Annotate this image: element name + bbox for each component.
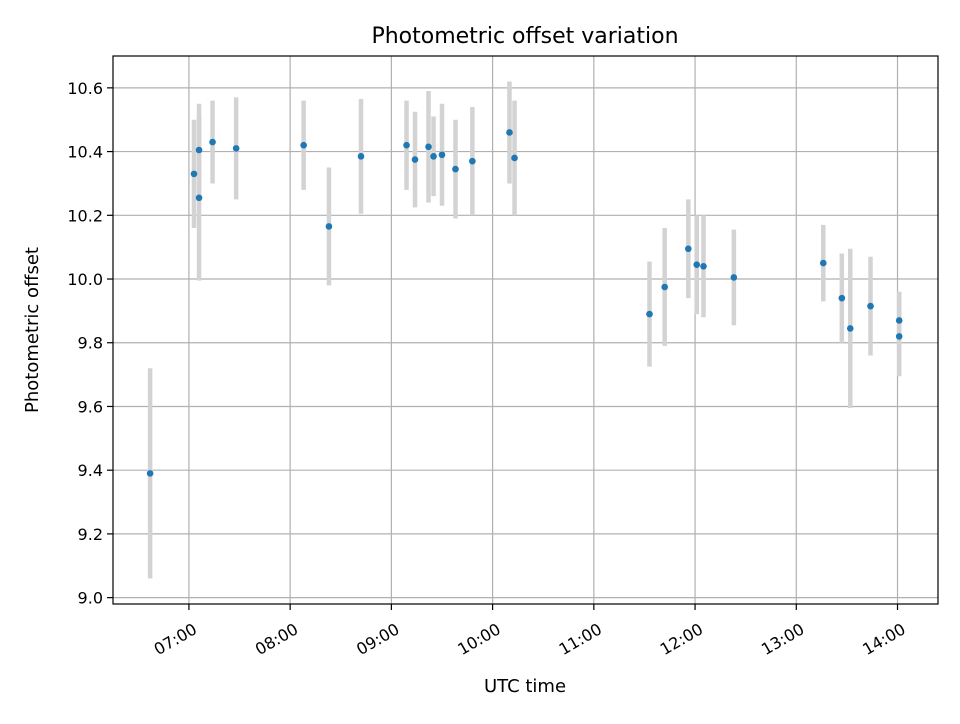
data-point: [700, 262, 707, 270]
data-point: [195, 146, 203, 154]
data-point: [469, 157, 476, 165]
y-tick-label: 10.0: [67, 270, 103, 289]
point-layer: [146, 129, 903, 477]
data-point: [895, 317, 903, 324]
data-point: [511, 154, 518, 162]
y-tick-label: 9.4: [78, 461, 103, 480]
data-point: [646, 310, 653, 318]
data-point: [661, 283, 668, 291]
data-point: [425, 143, 432, 151]
data-point: [846, 325, 854, 332]
y-tick-label: 9.2: [78, 525, 103, 544]
data-point: [300, 141, 307, 149]
y-axis-label: Photometric offset: [22, 247, 43, 413]
grid-layer: [113, 56, 938, 604]
y-tick-label: 9.6: [78, 397, 103, 416]
y-axis-ticks: 9.0 9.2 9.4 9.6 9.8 10.0 10.2 10.4 10.6: [67, 79, 113, 608]
data-point: [411, 156, 419, 163]
data-point: [195, 194, 203, 202]
data-point: [867, 302, 874, 310]
y-tick-label: 9.8: [78, 334, 103, 353]
data-point: [895, 333, 903, 340]
y-tick-label: 10.6: [67, 79, 103, 98]
data-point: [730, 274, 738, 281]
data-point: [506, 129, 513, 136]
x-axis-label: UTC time: [484, 676, 566, 697]
data-point: [685, 245, 692, 253]
data-point: [430, 153, 437, 160]
data-point: [209, 138, 216, 146]
y-tick-label: 10.4: [67, 143, 103, 162]
plot-area-frame: [112, 55, 939, 605]
data-point: [232, 145, 240, 152]
data-point: [693, 261, 701, 268]
data-point: [403, 141, 410, 149]
data-point: [190, 170, 198, 178]
data-point: [357, 153, 365, 160]
data-point: [146, 470, 154, 477]
data-point: [452, 165, 459, 173]
data-point: [325, 223, 333, 230]
data-point: [438, 151, 446, 159]
data-point: [838, 294, 846, 302]
chart-title: Photometric offset variation: [371, 24, 678, 49]
data-point: [819, 259, 827, 267]
y-tick-label: 10.2: [67, 206, 103, 225]
y-tick-label: 9.0: [78, 589, 103, 608]
